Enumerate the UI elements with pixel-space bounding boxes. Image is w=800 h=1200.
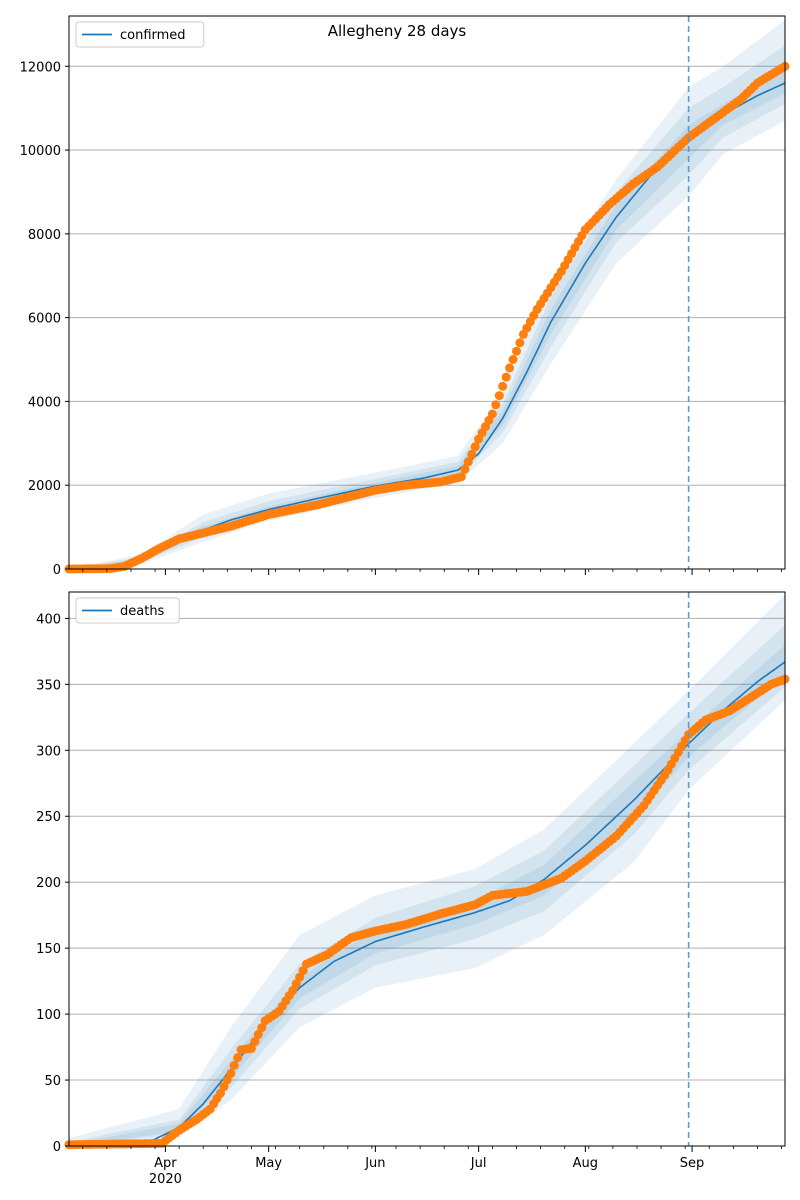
- uncertainty-band-outer: [69, 594, 785, 1146]
- observed-point: [250, 1037, 260, 1046]
- observed-point: [246, 1043, 256, 1053]
- observed-point: [501, 372, 511, 382]
- observed-point: [463, 457, 473, 467]
- x-tick-label: Aug: [573, 1156, 598, 1171]
- axes-frame: [68, 15, 786, 570]
- observed-point: [470, 442, 480, 452]
- observed-point: [508, 355, 518, 364]
- observed-point: [515, 338, 525, 348]
- y-tick-label: 6000: [28, 312, 61, 327]
- legend-label: confirmed: [120, 28, 186, 43]
- observed-point: [467, 449, 477, 459]
- axes-frame: [68, 591, 786, 1147]
- y-tick-label: 2000: [28, 479, 61, 494]
- legend: confirmed: [75, 21, 205, 48]
- observed-point: [487, 409, 497, 419]
- y-tick-label: 250: [36, 810, 61, 825]
- x-tick-label: Apr: [154, 1156, 177, 1171]
- legend-box: [75, 21, 205, 48]
- y-tick-label: 200: [36, 876, 61, 891]
- figure-title: Allegheny 28 days: [328, 22, 467, 40]
- y-tick-label: 4000: [28, 395, 61, 410]
- observed-point: [229, 1061, 239, 1070]
- y-tick-label: 10000: [20, 144, 61, 159]
- confirmed-panel: 0 2000 4000 6000 8000 10000 12000 confirmed: [20, 15, 790, 578]
- y-tick-label: 50: [44, 1074, 61, 1089]
- x-tick-label: Jun: [364, 1156, 385, 1171]
- observed-point: [494, 391, 504, 401]
- observed-point: [226, 1069, 236, 1078]
- observed-point: [295, 972, 305, 982]
- observed-point: [491, 400, 501, 410]
- x-tick-label: Jul: [470, 1156, 487, 1171]
- x-tick-label: May: [255, 1156, 282, 1171]
- y-tick-label: 150: [36, 942, 61, 957]
- observed-point: [460, 464, 470, 474]
- observed-point: [512, 346, 521, 356]
- y-tick-label: 300: [36, 744, 61, 759]
- y-tick-label: 0: [53, 1140, 61, 1155]
- x-tick-sublabel: 2020: [149, 1172, 182, 1187]
- uncertainty-band-outer: [69, 20, 785, 569]
- observed-point: [253, 1030, 263, 1039]
- legend-box: [75, 597, 180, 624]
- observed-point: [233, 1053, 243, 1063]
- deaths-panel: 0 50 100 150 200 250 300 350 400 deaths: [36, 591, 790, 1155]
- y-tick-label: 12000: [20, 60, 61, 75]
- y-tick-label: 0: [53, 563, 61, 578]
- legend: deaths: [75, 597, 180, 624]
- observed-point: [498, 381, 508, 391]
- y-tick-label: 350: [36, 678, 61, 693]
- y-tick-label: 8000: [28, 228, 61, 243]
- legend-label: deaths: [120, 604, 165, 619]
- x-tick-label: Sep: [680, 1156, 705, 1171]
- observed-point: [257, 1023, 267, 1033]
- observed-point: [505, 363, 515, 373]
- uncertainty-band-middle: [69, 45, 785, 570]
- y-tick-label: 100: [36, 1008, 61, 1023]
- y-tick-label: 400: [36, 612, 61, 627]
- observed-point: [456, 472, 466, 482]
